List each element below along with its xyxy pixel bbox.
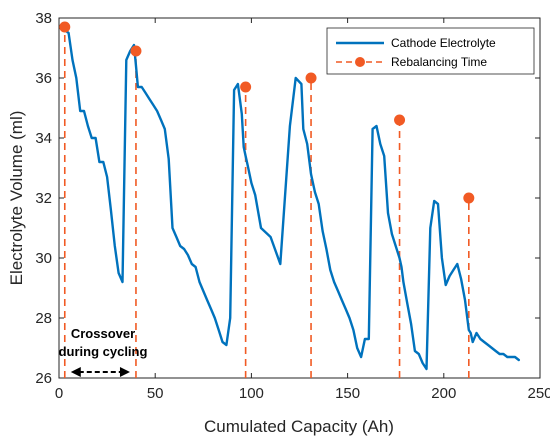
x-axis-title: Cumulated Capacity (Ah) [204, 417, 394, 436]
y-tick-label: 36 [35, 70, 52, 87]
rebalancing-marker [130, 45, 142, 57]
y-tick-label: 26 [35, 370, 52, 387]
legend: Cathode Electrolyte Rebalancing Time [326, 27, 535, 75]
series-line-cathode-electrolyte [63, 28, 520, 371]
y-tick-label: 28 [35, 310, 52, 327]
y-axis-title: Electrolyte Volume (ml) [7, 111, 26, 286]
rebalancing-markers [59, 21, 475, 204]
legend-marker-dot [355, 57, 365, 67]
legend-label-cathode-electrolyte: Cathode Electrolyte [391, 36, 496, 50]
crossover-annotation: Crossover during cycling [59, 326, 148, 377]
series-layer [63, 28, 520, 371]
x-axis-ticks: 0 50 100 150 200 250 [55, 18, 550, 402]
x-tick-label: 250 [527, 385, 550, 402]
y-tick-label: 30 [35, 250, 52, 267]
y-axis-ticks: 26 28 30 32 34 36 38 [35, 10, 540, 387]
rebalancing-marker [305, 72, 317, 84]
y-tick-label: 34 [35, 130, 52, 147]
rebalancing-marker [394, 114, 406, 126]
rebalancing-marker [240, 81, 252, 93]
x-tick-label: 0 [55, 385, 63, 402]
x-tick-label: 200 [431, 385, 456, 402]
annotation-arrowhead-left [70, 367, 81, 377]
x-tick-label: 50 [147, 385, 164, 402]
rebalancing-marker [463, 192, 475, 204]
legend-label-rebalancing-time: Rebalancing Time [391, 55, 487, 69]
annotation-line-1: Crossover [71, 326, 135, 341]
x-tick-label: 150 [335, 385, 360, 402]
annotation-arrowhead-right [119, 367, 130, 377]
y-tick-label: 32 [35, 190, 52, 207]
rebalancing-marker [59, 21, 71, 33]
annotation-line-2: during cycling [59, 344, 148, 359]
x-tick-label: 100 [239, 385, 264, 402]
y-tick-label: 38 [35, 10, 52, 27]
rebalancing-lines [63, 27, 470, 378]
